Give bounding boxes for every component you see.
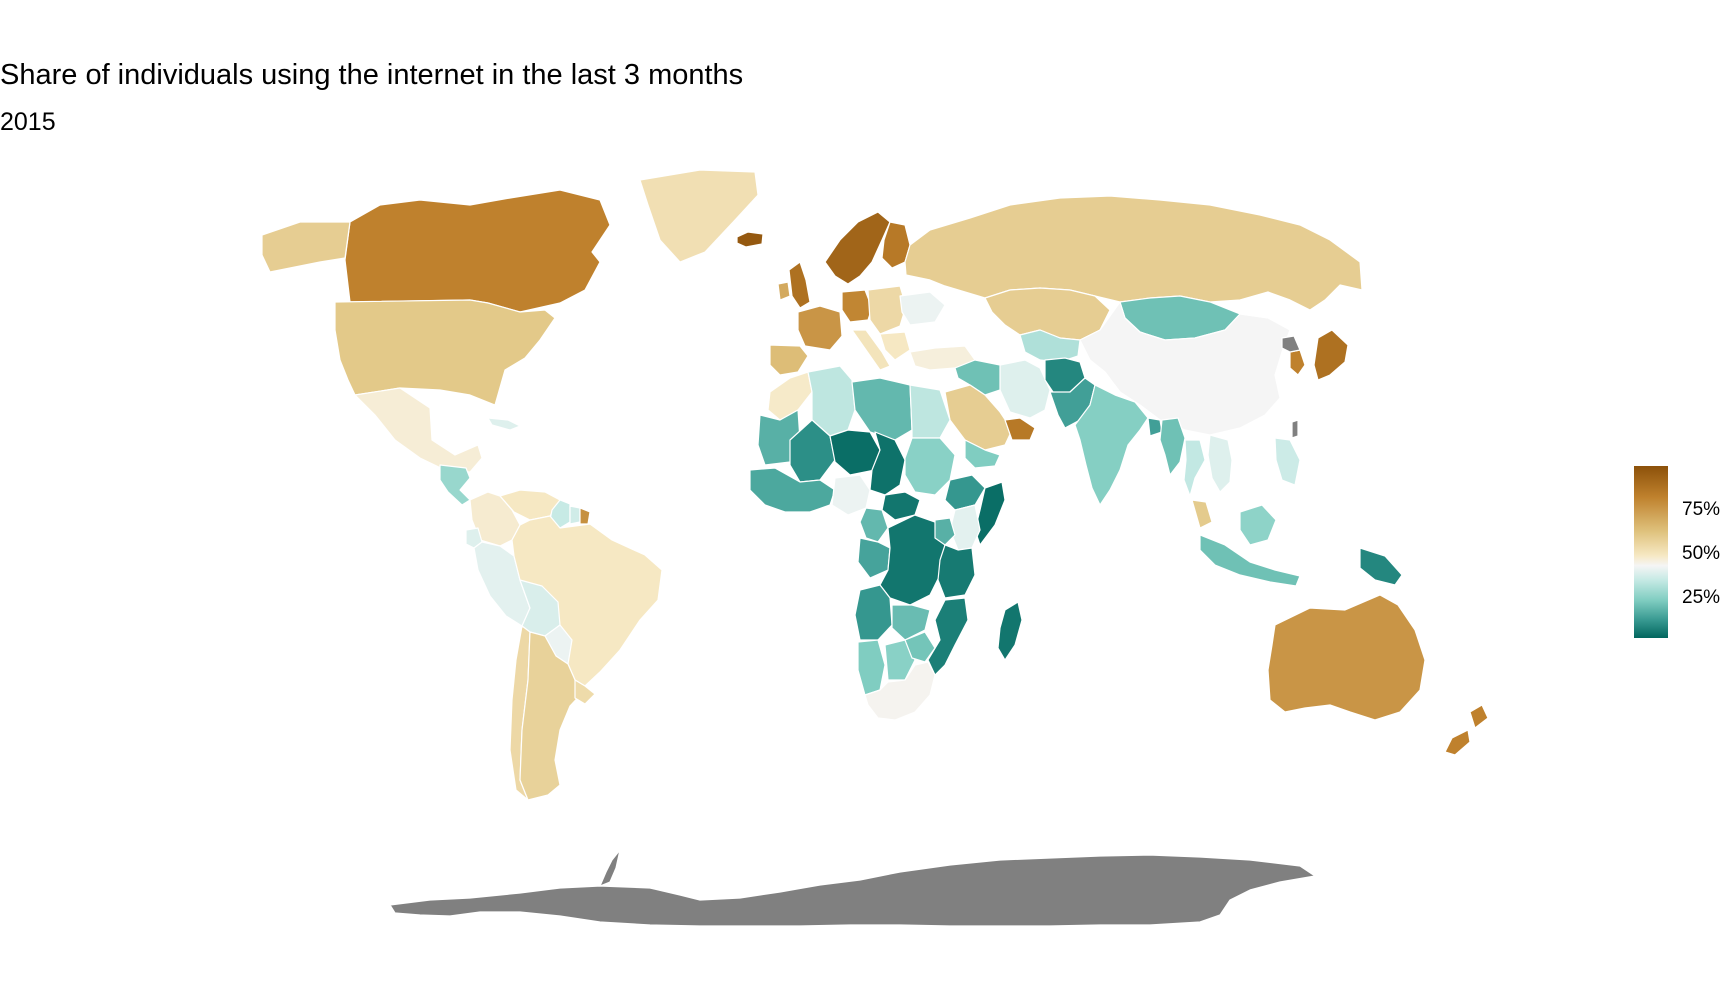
region-scandinavia [824, 211, 891, 285]
region-kazakhstan [984, 287, 1111, 341]
region-taiwan [1291, 419, 1299, 439]
region-west-africa [749, 467, 836, 513]
region-papua-new-guinea [1359, 547, 1403, 586]
region-iraq-syria [954, 359, 1001, 396]
legend-color-bar [1634, 466, 1668, 638]
region-angola [854, 584, 893, 641]
region-balkans [879, 331, 911, 361]
region-mali [789, 419, 836, 483]
region-argentina [519, 631, 586, 801]
region-canada [344, 189, 611, 313]
region-iran [999, 359, 1051, 419]
region-alaska [261, 221, 351, 273]
region-uganda [934, 517, 956, 546]
region-french-guiana [579, 507, 591, 525]
region-zimbabwe [904, 631, 936, 663]
region-caribbean [487, 417, 521, 431]
chart-subtitle: 2015 [0, 108, 56, 136]
region-uruguay [574, 679, 596, 705]
region-bangladesh [1147, 417, 1163, 437]
region-dr-congo [879, 514, 946, 606]
region-china [1079, 301, 1291, 436]
region-kenya [949, 504, 981, 551]
region-greenland [639, 169, 759, 263]
region-myanmar [1159, 417, 1186, 476]
legend-tick-75 [1668, 510, 1674, 511]
region-nigeria [831, 474, 871, 516]
region-borneo [1239, 504, 1277, 546]
region-ethiopia [944, 474, 986, 511]
legend-tick-25 [1668, 598, 1674, 599]
chart-title: Share of individuals using the internet … [0, 59, 744, 91]
region-saudi-arabia [944, 384, 1013, 451]
region-gulf-states [1004, 417, 1036, 441]
region-north-korea [1281, 335, 1301, 353]
legend-label-50: 50% [1682, 543, 1721, 564]
region-ireland [777, 281, 791, 301]
region-zambia [891, 604, 931, 641]
legend-label-75: 75% [1682, 499, 1721, 520]
region-new-zealand [1444, 704, 1489, 756]
region-south-africa [864, 661, 936, 721]
legend-tick-50 [1668, 554, 1674, 555]
region-egypt [909, 384, 951, 439]
region-australia [1267, 594, 1426, 721]
region-sudan [904, 437, 956, 496]
region-somalia [974, 481, 1006, 546]
region-iceland [736, 231, 764, 248]
color-legend: 75% 50% 25% [1634, 466, 1728, 641]
region-central-asia [1019, 329, 1081, 363]
region-botswana [884, 639, 916, 681]
region-iberia [769, 344, 809, 376]
region-philippines [1274, 437, 1301, 486]
region-finland [881, 221, 911, 269]
region-morocco [767, 371, 813, 421]
region-korea [1289, 349, 1306, 376]
region-namibia [857, 639, 886, 696]
region-cameroon [859, 507, 889, 543]
region-malaysia [1191, 499, 1213, 529]
region-italy [851, 329, 891, 371]
region-libya [851, 377, 913, 441]
region-japan [1313, 329, 1349, 381]
region-russia [904, 195, 1363, 311]
region-mexico [354, 387, 483, 473]
region-united-kingdom [788, 261, 811, 309]
region-tanzania [937, 544, 976, 599]
region-ukraine [899, 291, 946, 326]
region-suriname [569, 505, 581, 525]
region-vietnam [1207, 434, 1233, 493]
region-madagascar [997, 601, 1023, 661]
region-germany [841, 289, 873, 323]
region-antarctica [389, 849, 1316, 927]
region-eastern-europe [867, 285, 907, 335]
region-yemen [964, 439, 1001, 469]
region-gabon-congo [857, 537, 891, 579]
region-central-america [439, 464, 471, 506]
region-united-states [334, 299, 556, 406]
region-india [1074, 384, 1149, 506]
region-thailand [1183, 439, 1206, 497]
region-indonesia [1199, 534, 1301, 587]
region-mozambique [927, 597, 969, 676]
region-france [797, 305, 843, 351]
legend-label-25: 25% [1682, 587, 1721, 608]
